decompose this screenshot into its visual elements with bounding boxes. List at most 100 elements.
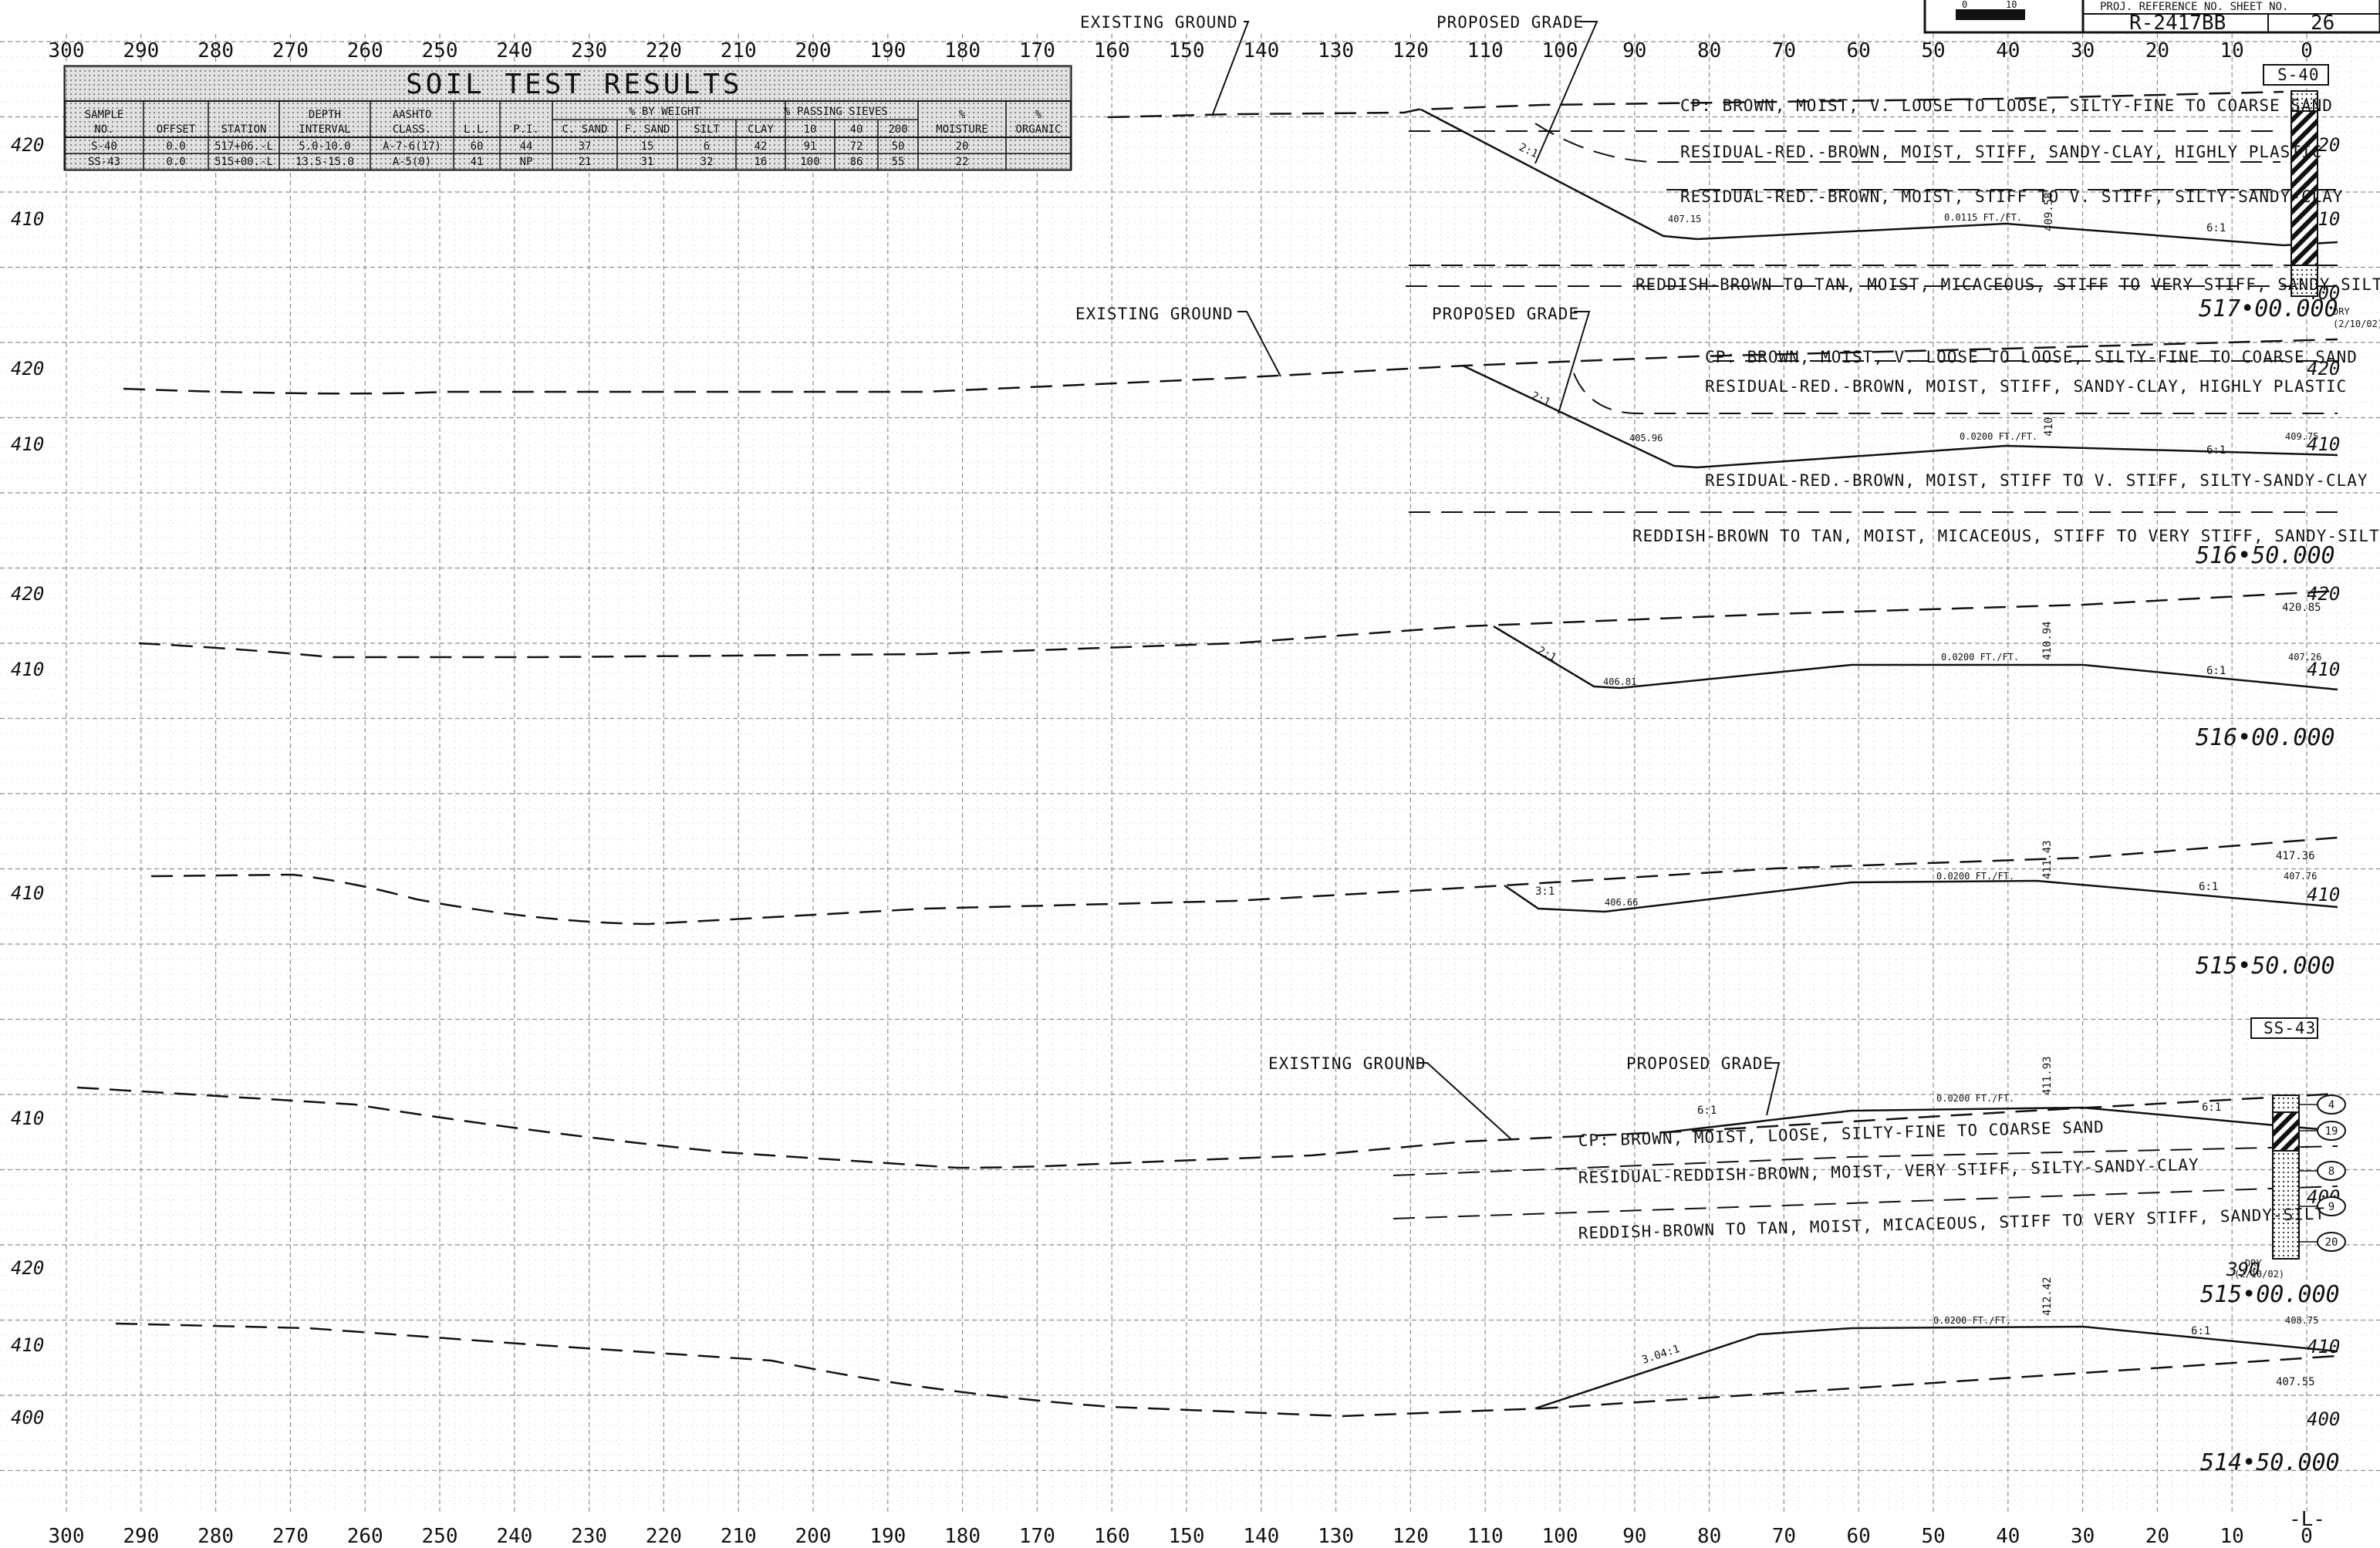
x-tick-top: 290 [123,39,159,62]
elevation-label-right: 400 [2307,1408,2340,1430]
boring-id: S-40 [2277,66,2320,84]
elevation-label-right: 410 [2307,659,2340,680]
existing-ground [150,836,2338,926]
stratum-label: RESIDUAL-RED.-BROWN, MOIST, STIFF TO V. … [1680,187,2344,206]
stratum-label: RESIDUAL-RED.-BROWN, MOIST, STIFF, SANDY… [1705,377,2347,396]
grade-label: 0.0200 FT./FT. [1960,431,2037,442]
elevation-label-left: 420 [11,358,44,379]
boring-note: DRY [2333,306,2350,317]
stratum-label: REDDISH-BROWN TO TAN, MOIST, MICACEOUS, … [1578,1205,2326,1243]
soil-test-table: SOIL TEST RESULTS % BY WEIGHT % PASSING … [63,65,1072,171]
x-tick-bottom: 10 [2220,1525,2244,1548]
x-tick-top: 40 [1996,39,2020,62]
table-header: F. SAND [624,123,670,136]
x-tick-bottom: 90 [1622,1525,1646,1548]
blow-count-marker [2317,1121,2346,1141]
elevation-label-left: 410 [11,882,44,904]
x-tick-top: 220 [646,39,682,62]
x-tick-bottom: 140 [1243,1525,1279,1548]
title-header: PROJ. REFERENCE NO. SHEET NO. [2100,1,2288,13]
table-cell: 21 [579,156,592,168]
section-515-50: 410 410 417.36 3:1 6:1 0.0200 FT./FT. 406.66 40… [11,836,2340,980]
passing-sieves-header: % PASSING SIEVES [784,106,888,118]
elevation-label-right: 410 [2307,433,2340,455]
table-header-top: AASHTO [393,109,432,121]
table-cell: 60 [471,140,484,153]
existing-ground [76,1086,2338,1169]
slope-label: 6:1 [2191,1325,2210,1337]
table-cell: 6 [704,140,710,153]
elevation-label-right: 410 [2307,1336,2340,1357]
table-cell: 16 [755,156,768,168]
elevation-label-left: 410 [11,1108,44,1129]
top-elevation: 417.36 [2276,850,2315,862]
boring-note: (2/10/02) [2333,319,2380,329]
top-elevation: 420.85 [2282,602,2321,614]
table-cell: SS-43 [88,156,120,168]
centerline-elevation: 411.93 [2041,1056,2054,1095]
table-cell: 15 [641,140,654,153]
proposed-grade [1493,625,2338,691]
station-label: 516•50.000 [2196,542,2335,569]
x-tick-top: 160 [1094,39,1130,62]
x-tick-bottom: 260 [347,1525,383,1548]
table-cell: 0.0 [166,156,185,168]
stratum-label: REDDISH-BROWN TO TAN, MOIST, MICACEOUS, … [1636,275,2380,294]
station-label: 516•00.000 [2196,724,2335,751]
table-header-top: % [959,109,966,121]
x-tick-bottom: 100 [1542,1525,1578,1548]
grade-label: 0.0200 FT./FT. [1936,871,2014,882]
blow-count: 4 [2328,1099,2334,1111]
elevation-label-right: 410 [2307,884,2340,906]
table-row: S-40 0.0 517+06.-L 5.0-10.0 A-7-6(17) 60 44 37 1… [91,140,968,153]
callout-proposed-grade: PROPOSED GRADE [1432,305,1579,323]
table-header: NO. [94,123,113,136]
x-tick-top: 20 [2145,39,2169,62]
x-tick-top: 170 [1019,39,1055,62]
blow-count-marker [2317,1232,2346,1252]
x-tick-top: 180 [944,39,981,62]
centerline-elevation: 412.42 [2041,1277,2054,1316]
table-header: C. SAND [562,123,607,136]
existing-ground [115,1322,2338,1418]
stratum-line [1393,1185,2338,1219]
leader-line [1558,311,1591,414]
x-tick-top: 150 [1169,39,1205,62]
blow-count: 8 [2328,1165,2334,1178]
stratum-label: RESIDUAL-RED.-BROWN, MOIST, STIFF TO V. … [1705,471,2368,490]
grade-label: 0.0200 FT./FT. [1933,1315,2011,1326]
existing-ground [1107,90,2284,119]
x-tick-bottom: 40 [1996,1525,2020,1548]
blow-count-marker [2317,1196,2346,1216]
proposed-grade [1534,1325,2338,1410]
grade-label: 0.0200 FT./FT. [1941,652,2019,663]
x-tick-bottom: 110 [1467,1525,1504,1548]
point-elevation: 406.81 [1603,676,1636,687]
x-tick-bottom: 300 [49,1525,85,1548]
table-cell: 517+06.-L [214,140,273,153]
table-header: STATION [221,123,266,136]
slope-label: 6:1 [2206,665,2226,677]
x-tick-top: 50 [1921,39,1945,62]
table-cell: A-7-6(17) [383,140,441,153]
callout-proposed-grade: PROPOSED GRADE [1626,1054,1774,1073]
stratum-label: RESIDUAL-REDDISH-BROWN, MOIST, VERY STIF… [1578,1155,2199,1187]
x-tick-bottom: 70 [1772,1525,1796,1548]
elevation-label-left: 410 [11,1334,44,1356]
scale-ten: 10 [2006,0,2017,10]
slope-label: 6:1 [2206,444,2226,457]
elevation-label-left: 410 [11,433,44,455]
x-tick-bottom: 60 [1847,1525,1871,1548]
table-header: L.L. [464,123,490,136]
point-elevation: 408.75 [2285,1315,2318,1326]
centerline-elevation: 409.58 [2043,192,2055,231]
leader-line [1237,311,1281,377]
point-elevation: 407.26 [2288,652,2321,663]
x-tick-top: 60 [1847,39,1871,62]
table-cell: 91 [804,140,817,153]
x-tick-bottom: 170 [1019,1525,1055,1548]
point-elevation: 406.66 [1605,897,1638,908]
leader-line [1212,21,1250,115]
